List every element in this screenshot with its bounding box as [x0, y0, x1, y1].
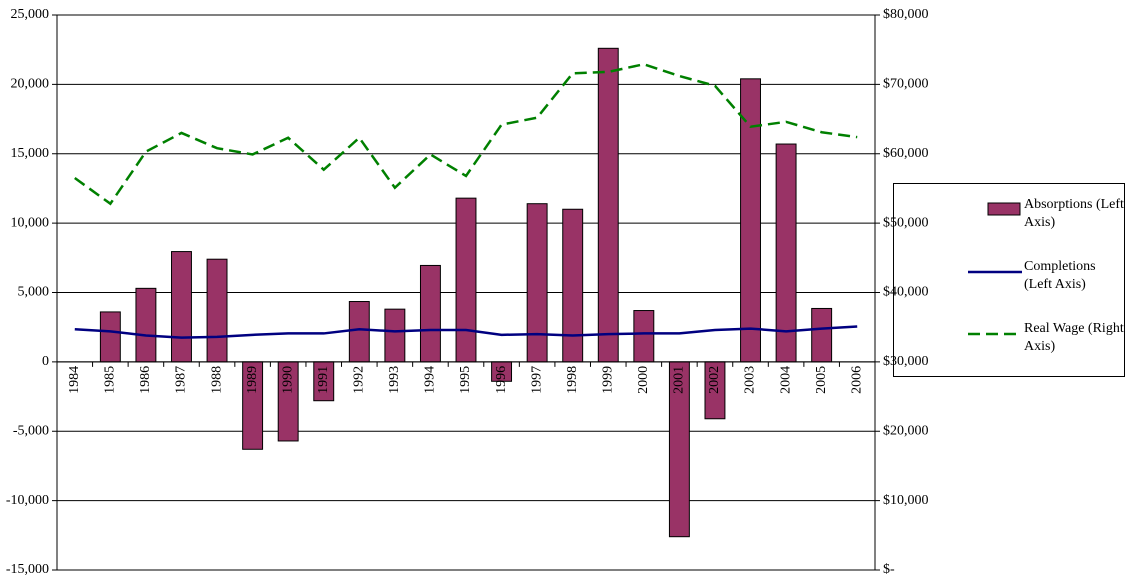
y2-tick-label: $80,000	[883, 7, 929, 22]
bar	[171, 251, 192, 363]
legend-label: Absorptions (Left Axis)	[1024, 197, 1124, 230]
y-tick-label: 25,000	[11, 7, 50, 22]
x-tick-label: 1996	[494, 366, 509, 394]
y2-tick-label: $10,000	[883, 493, 929, 508]
x-tick-label: 2001	[672, 366, 687, 394]
x-tick-label: 2005	[814, 366, 829, 394]
x-tick-label: 1994	[423, 366, 438, 394]
x-tick-label: 1998	[565, 366, 580, 394]
y2-tick-label: $40,000	[883, 285, 929, 300]
x-tick-label: 1987	[174, 366, 189, 394]
bar	[455, 197, 477, 363]
line	[74, 325, 858, 339]
legend: Absorptions (Left Axis) Completions (Left…	[893, 183, 1125, 377]
bar	[348, 301, 370, 363]
bar	[384, 308, 406, 363]
x-tick-label: 1992	[352, 366, 367, 394]
legend-swatch	[987, 202, 1021, 216]
legend-label: Completions (Left Axis)	[1024, 259, 1096, 292]
bar	[419, 264, 441, 363]
x-tick-label: 1991	[316, 366, 331, 394]
bar	[811, 307, 833, 363]
legend-swatch	[968, 270, 1022, 274]
x-tick-label: 1997	[529, 366, 544, 394]
x-tick-label: 2002	[707, 366, 722, 394]
y-tick-label: 5,000	[18, 285, 50, 300]
legend-item: Completions (Left Axis)	[894, 258, 1124, 308]
y2-tick-label: $50,000	[883, 215, 929, 230]
legend-swatch	[968, 332, 1022, 336]
legend-item: Real Wage (Right Axis)	[894, 320, 1124, 370]
y-tick-label: 10,000	[11, 215, 50, 230]
y2-tick-label: $-	[883, 562, 895, 577]
x-tick-label: 1995	[458, 366, 473, 394]
x-tick-label: 1993	[387, 366, 402, 394]
bar	[135, 287, 157, 363]
bar	[206, 258, 228, 363]
bar	[597, 47, 619, 363]
x-tick-label: 1989	[245, 366, 260, 394]
bar	[99, 311, 121, 363]
y2-tick-label: $30,000	[883, 354, 929, 369]
x-tick-label: 2004	[778, 366, 793, 394]
y-tick-label: -15,000	[6, 562, 49, 577]
x-tick-label: 1986	[138, 366, 153, 394]
legend-item: Absorptions (Left Axis)	[894, 196, 1124, 246]
y-tick-label: 15,000	[11, 146, 50, 161]
x-tick-label: 1988	[209, 366, 224, 394]
y2-tick-label: $70,000	[883, 77, 929, 92]
x-tick-label: 2003	[743, 366, 758, 394]
y-tick-label: -5,000	[13, 423, 49, 438]
x-tick-label: 2006	[849, 366, 864, 394]
bar	[526, 203, 548, 363]
y-tick-label: -10,000	[6, 493, 49, 508]
bar	[633, 310, 655, 363]
bar	[740, 78, 761, 363]
y-tick-label: 20,000	[11, 77, 50, 92]
y2-tick-label: $60,000	[883, 146, 929, 161]
x-tick-label: 1984	[67, 366, 82, 394]
x-tick-label: 1999	[600, 366, 615, 394]
bar	[562, 208, 584, 363]
legend-label: Real Wage (Right Axis)	[1024, 321, 1124, 354]
line	[74, 62, 858, 206]
x-tick-label: 1990	[280, 366, 295, 394]
x-tick-label: 2000	[636, 366, 651, 394]
bar	[775, 143, 797, 363]
legend-bar	[987, 202, 1021, 216]
x-tick-label: 1985	[103, 366, 118, 394]
y-tick-label: 0	[42, 354, 49, 369]
y2-tick-label: $20,000	[883, 423, 929, 438]
